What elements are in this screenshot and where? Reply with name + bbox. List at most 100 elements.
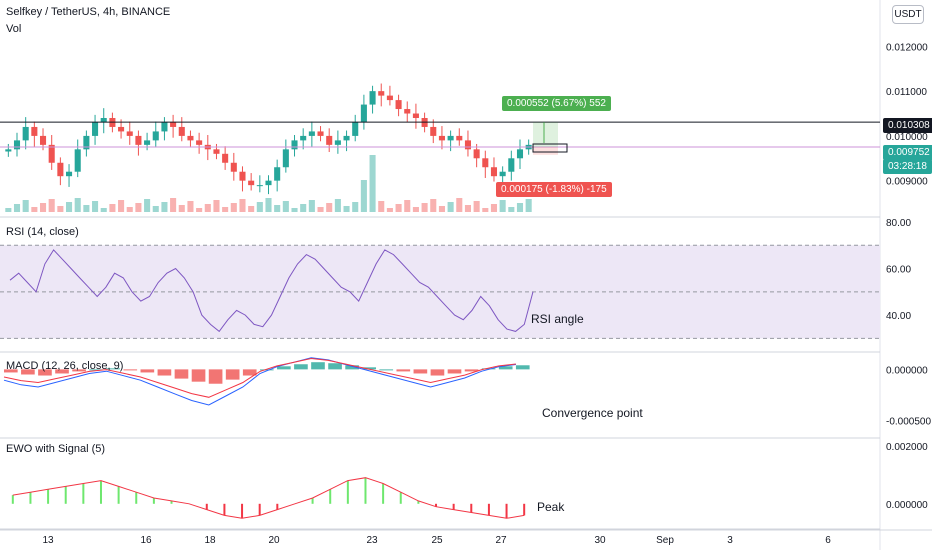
volume-bar [48,199,55,212]
macd-histogram-bar [89,369,103,371]
stop-label: 0.000175 (-1.83%) -175 [496,182,612,197]
volume-bar [456,198,463,212]
candle-body [39,135,47,145]
macd-histogram-bar [413,369,428,374]
price-tick-label: 0.012000 [886,42,928,53]
volume-bar [187,201,194,212]
candle-body [317,131,324,136]
candle-body [5,149,12,152]
price-tick-label: 0.010000 [886,132,928,143]
volume-bar [161,202,168,212]
candle-body [274,167,281,181]
symbol-title: Selfkey / TetherUS, 4h, BINANCE [6,6,171,18]
stop-zone [533,147,558,155]
volume-bar [317,207,324,212]
candle-body [386,95,393,101]
convergence-annotation: Convergence point [542,406,643,420]
volume-bar [421,203,428,212]
candle-body [378,91,385,96]
candle-body [170,122,177,127]
candle-body [430,126,437,136]
macd-histogram-bar [259,369,274,371]
macd-histogram-bar [55,369,69,374]
volume-bar [326,203,333,212]
target-zone [533,122,558,148]
macd-histogram-bar [447,369,462,374]
volume-bar [464,205,471,212]
macd-histogram-bar [498,366,513,370]
candle-body [456,135,463,141]
volume-bar [66,202,73,212]
candle-body [404,109,411,114]
macd-histogram-bar [123,369,138,371]
candle-body [343,135,350,141]
macd-histogram-bar [464,369,479,372]
volume-bar [386,208,393,212]
volume-bar [508,207,515,212]
candle-body [22,126,29,141]
volume-bar [265,198,272,212]
macd-histogram-bar [140,369,155,373]
volume-bar [135,203,142,212]
candle-body [161,122,168,132]
macd-histogram-bar [38,369,52,376]
volume-bar [196,208,203,212]
macd-tick-label: 0.000000 [886,365,928,376]
candle-body [352,122,359,136]
candle-body [196,140,203,145]
candle-body [187,135,194,141]
volume-bar [447,202,454,212]
macd-histogram-bar [311,362,325,370]
rsi-line [9,249,534,333]
entry-box [532,143,568,153]
volume-bar [92,201,99,212]
ewo-title: EWO with Signal (5) [6,443,106,455]
candle-body [248,180,255,186]
candle-body [369,91,376,105]
macd-histogram-bar [208,369,223,384]
candle-body [66,171,73,177]
candle-body [13,140,21,150]
target-label: 0.000552 (5.67%) 552 [502,96,611,111]
candle-body [31,126,38,136]
x-axis-label: 20 [268,535,280,546]
currency-button[interactable]: USDT [892,5,924,24]
candle-body [334,140,341,145]
volume-bar [31,207,38,212]
candle-body [291,140,298,150]
ewo-tick-label: 0.000000 [886,500,928,511]
macd-tick-label: -0.000500 [886,417,931,428]
price-tick-label: 0.011000 [886,87,927,98]
rsi-band [0,245,880,339]
candle-body [438,135,445,141]
candle-body [83,135,90,150]
volume-bar [308,200,315,212]
macd-histogram-bar [328,363,342,370]
volume-bar [516,203,524,212]
volume-bar [57,206,64,212]
macd-histogram-bar [157,369,172,376]
volume-bar [343,206,350,212]
x-axis-label: 25 [431,535,443,546]
macd-histogram-bar [191,369,206,382]
rsi-tick-label: 40.00 [886,311,911,322]
x-axis-label: 3 [727,535,733,546]
volume-bar [213,200,220,212]
signal-line [3,357,516,398]
candle-body [100,118,107,123]
macd-histogram-bar [515,365,530,370]
candle-body [508,158,515,172]
candle-body [473,149,480,159]
volume-bar [22,200,29,212]
candle-body [239,171,246,181]
candle-body [282,149,289,168]
volume-bar [291,208,298,212]
price-tick-label: 0.009000 [886,177,928,188]
volume-bar [152,206,159,212]
candle-body [178,126,185,136]
macd-histogram-bar [481,368,496,370]
macd-histogram-bar [396,369,411,372]
x-axis-label: 6 [825,535,831,546]
macd-histogram-bar [242,369,257,376]
